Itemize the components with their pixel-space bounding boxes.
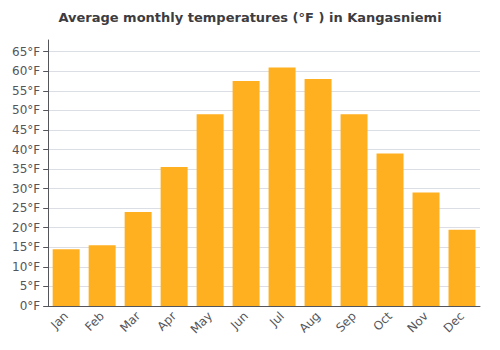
svg-text:Jun: Jun xyxy=(227,309,251,333)
svg-text:45°F: 45°F xyxy=(12,123,40,137)
svg-text:Feb: Feb xyxy=(82,309,107,334)
svg-text:50°F: 50°F xyxy=(12,103,40,117)
svg-text:55°F: 55°F xyxy=(12,84,40,98)
svg-text:Jan: Jan xyxy=(47,309,71,333)
svg-text:15°F: 15°F xyxy=(12,240,40,254)
svg-text:40°F: 40°F xyxy=(12,143,40,157)
svg-text:Average monthly temperatures (: Average monthly temperatures (°F ) in Ka… xyxy=(58,10,441,25)
svg-text:5°F: 5°F xyxy=(20,279,41,293)
svg-text:Nov: Nov xyxy=(405,309,431,335)
svg-text:25°F: 25°F xyxy=(12,201,40,215)
svg-text:65°F: 65°F xyxy=(12,45,40,59)
svg-text:35°F: 35°F xyxy=(12,162,40,176)
svg-text:Aug: Aug xyxy=(297,309,323,335)
svg-text:10°F: 10°F xyxy=(12,260,40,274)
svg-text:May: May xyxy=(188,309,215,336)
svg-text:Sep: Sep xyxy=(333,309,359,335)
svg-text:Oct: Oct xyxy=(370,309,395,334)
svg-text:Jul: Jul xyxy=(266,309,287,330)
svg-text:Dec: Dec xyxy=(441,309,467,335)
svg-text:20°F: 20°F xyxy=(12,221,40,235)
svg-text:30°F: 30°F xyxy=(12,182,40,196)
svg-text:Apr: Apr xyxy=(155,309,180,334)
svg-text:0°F: 0°F xyxy=(20,299,41,313)
svg-text:Mar: Mar xyxy=(117,309,143,335)
svg-text:60°F: 60°F xyxy=(12,64,40,78)
